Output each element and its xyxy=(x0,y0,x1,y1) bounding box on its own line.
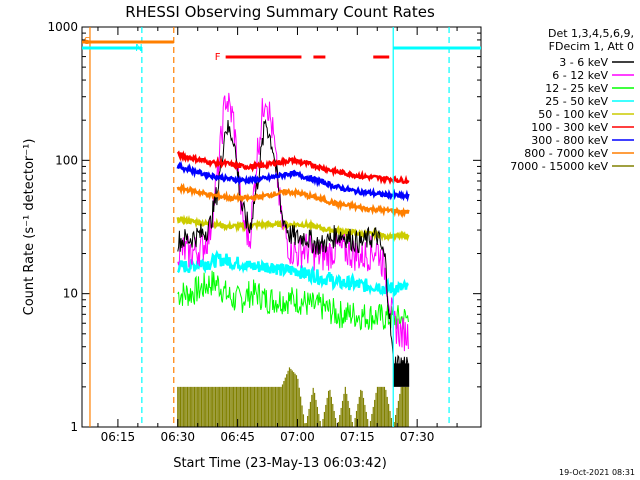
legend-label: 800 - 7000 keV xyxy=(524,147,608,160)
x-tick-label: 06:30 xyxy=(160,430,195,444)
night-label: N xyxy=(135,43,142,54)
plot-area xyxy=(176,92,410,427)
y-tick-label: 1 xyxy=(70,420,78,434)
x-axis-label: Start Time (23-May-13 06:03:42) xyxy=(173,456,387,471)
legend-label: 12 - 25 keV xyxy=(545,82,608,95)
x-tick-label: 07:00 xyxy=(280,430,315,444)
y-axis-label: Count Rate (s⁻¹ detector⁻¹) xyxy=(22,139,37,316)
x-tick-label: 07:30 xyxy=(400,430,435,444)
legend-label: 100 - 300 keV xyxy=(531,121,608,134)
annotations: S N F xyxy=(82,27,481,427)
chart-title: RHESSI Observing Summary Count Rates xyxy=(125,3,435,21)
y-tick-label: 100 xyxy=(55,153,78,167)
x-tick-label: 07:15 xyxy=(340,430,375,444)
series-line-6 xyxy=(176,160,410,203)
plot-frame xyxy=(81,26,482,428)
legend-label: 7000 - 15000 keV xyxy=(510,160,608,173)
series-7000-15000kev xyxy=(177,367,409,427)
flare-label: F xyxy=(215,52,221,63)
series-line-7 xyxy=(176,182,410,219)
legend-header-line1: Det 1,3,4,5,6,9, xyxy=(548,27,634,40)
x-axis-ticks: 06:15 06:30 06:45 07:00 07:15 07:30 xyxy=(97,27,458,444)
black-series-block xyxy=(393,363,410,387)
legend-label: 3 - 6 keV xyxy=(559,56,608,69)
legend-label: 50 - 100 keV xyxy=(538,108,608,121)
series-line-5 xyxy=(176,150,410,185)
legend-header-line2: FDecim 1, Att 0 xyxy=(549,40,634,53)
legend-label: 25 - 50 keV xyxy=(545,95,608,108)
saa-label: S xyxy=(84,36,90,47)
legend-label: 6 - 12 keV xyxy=(552,69,608,82)
x-tick-label: 06:15 xyxy=(101,430,136,444)
series-line-0 xyxy=(177,118,409,375)
y-tick-label: 1000 xyxy=(47,20,78,34)
x-tick-label: 06:45 xyxy=(220,430,255,444)
y-axis-ticks: 1 10 100 1000 xyxy=(47,20,481,434)
series-line-3 xyxy=(176,249,409,297)
legend: Det 1,3,4,5,6,9,FDecim 1, Att 0 3 - 6 keV… xyxy=(510,27,634,173)
y-tick-label: 10 xyxy=(63,287,78,301)
timestamp: 19-Oct-2021 08:31 xyxy=(559,468,635,477)
series-line-2 xyxy=(177,270,409,331)
legend-label: 300 - 800 keV xyxy=(531,134,608,147)
